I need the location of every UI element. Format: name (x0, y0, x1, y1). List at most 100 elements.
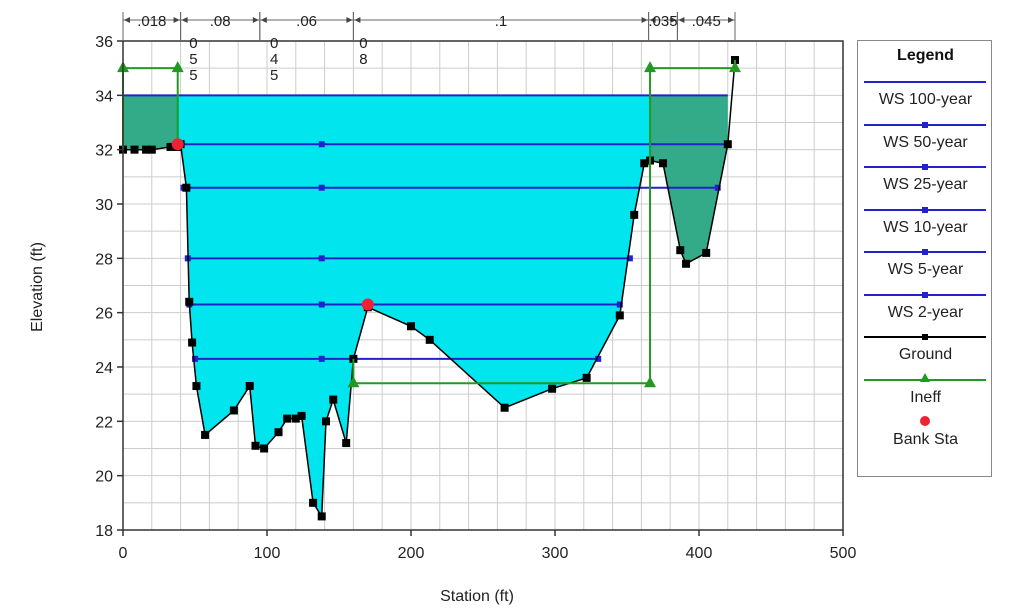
legend-item: WS 50-year (858, 121, 993, 166)
ineff-marker (644, 61, 657, 73)
station-annotation: 0 (189, 35, 197, 52)
y-tick-label: 28 (95, 251, 113, 268)
manning-arrow (181, 17, 188, 23)
ground-point (548, 384, 557, 393)
station-annotation: 5 (189, 51, 197, 68)
ground-point (322, 417, 331, 426)
legend-item: WS 5-year (858, 249, 993, 293)
legend-marker (920, 416, 930, 426)
ws-marker (616, 301, 623, 308)
plot-frame (122, 40, 844, 531)
ground-point (582, 373, 591, 382)
x-tick-label: 200 (398, 545, 425, 562)
legend-label: WS 10-year (883, 218, 968, 236)
y-tick-label: 18 (95, 523, 113, 540)
legend: Legend WS 100-year WS 50-year WS 25-year WS… (857, 40, 992, 477)
ground-point (130, 145, 139, 154)
manning-arrow (670, 17, 677, 23)
ground-point (274, 428, 283, 437)
ineffective-flow-lines (117, 60, 741, 388)
ground-point (229, 406, 238, 415)
ground-point (342, 439, 351, 448)
ground-point (425, 335, 434, 344)
ground-point (630, 210, 639, 219)
ground-point (166, 142, 175, 151)
x-tick-label: 500 (830, 545, 857, 562)
ws-marker (714, 184, 721, 191)
y-tick-label: 20 (95, 469, 113, 486)
ground-point (723, 140, 732, 149)
manning-arrow (649, 17, 656, 23)
ground-point (407, 322, 415, 331)
left-overbank-fill (123, 95, 178, 150)
legend-label: WS 5-year (887, 261, 964, 278)
ground-point (329, 395, 338, 404)
ws-marker (318, 301, 325, 308)
y-tick-label: 36 (95, 34, 113, 51)
manning-arrow (173, 17, 180, 23)
manning-n-label: .045 (692, 13, 721, 30)
ground-point (297, 411, 306, 420)
legend-title: Legend (897, 47, 954, 64)
ground-point (185, 297, 194, 306)
ground-point (640, 159, 649, 168)
y-tick-label: 26 (95, 306, 113, 323)
manning-arrow (260, 17, 267, 23)
legend-label: WS 100-year (878, 91, 973, 108)
x-tick-label: 0 (119, 545, 128, 562)
ground-point (251, 441, 260, 450)
station-annotation: 5 (189, 67, 197, 84)
ground-point (309, 498, 318, 507)
manning-arrow (124, 17, 130, 23)
ground-point (142, 145, 151, 154)
ground-point (283, 414, 292, 423)
ground-point (676, 246, 685, 255)
legend-marker (922, 164, 928, 170)
ground-point (291, 414, 300, 423)
station-annotation: 0 (270, 35, 278, 52)
ws-marker (192, 355, 198, 362)
ground-point (188, 338, 197, 347)
legend-item: Ineff (858, 372, 993, 421)
right-overbank-fill (650, 95, 728, 264)
manning-arrow (678, 17, 685, 23)
station-annotation: 5 (270, 67, 278, 84)
x-tick-label: 100 (254, 545, 281, 562)
y-tick-label: 22 (95, 414, 113, 431)
ineff-marker (171, 61, 184, 73)
manning-arrow (354, 17, 361, 23)
ground-point (317, 512, 326, 521)
legend-marker (922, 291, 928, 298)
ws-marker (626, 255, 633, 262)
y-tick-label: 34 (95, 88, 113, 105)
legend-label: Ground (898, 346, 953, 363)
station-annotation: 8 (359, 51, 367, 68)
legend-item: WS 2-year (858, 291, 993, 336)
manning-arrow (346, 17, 353, 23)
ws-marker (318, 255, 325, 262)
legend-item: WS 25-year (858, 164, 993, 208)
manning-arrow (641, 17, 648, 23)
ground-point (201, 430, 210, 439)
legend-marker (922, 334, 928, 340)
legend-label: WS 25-year (883, 176, 968, 193)
ground-point (182, 183, 191, 192)
y-tick-label: 24 (95, 360, 113, 377)
bank-stations (171, 138, 374, 311)
legend-marker (922, 121, 928, 128)
station-annotation: 0 (359, 35, 367, 52)
legend-item: Bank Sta (858, 416, 993, 463)
ground-point (147, 145, 156, 154)
ws-marker (318, 141, 325, 148)
ws-marker (318, 355, 325, 362)
manning-arrow (728, 17, 734, 23)
x-tick-label: 400 (686, 545, 713, 562)
legend-item: WS 10-year (858, 206, 993, 251)
x-axis-label: Station (ft) (440, 588, 514, 605)
ground-point (682, 259, 691, 268)
legend-item: Ground (858, 334, 993, 378)
x-tick-label: 300 (542, 545, 569, 562)
